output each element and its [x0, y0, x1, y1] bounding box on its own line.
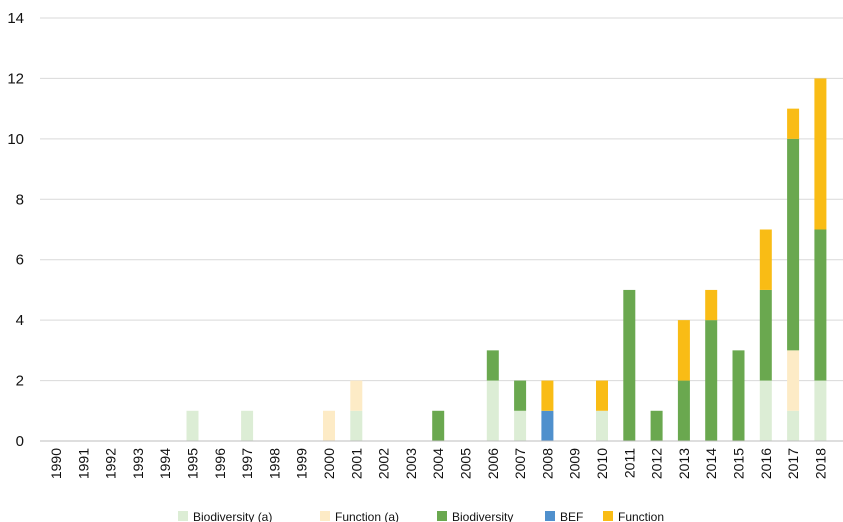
bar-segment	[541, 410, 554, 441]
x-tick-label: 2012	[649, 448, 665, 479]
x-tick-label: 2014	[703, 448, 719, 479]
y-tick-label: 14	[7, 10, 24, 27]
legend-swatch	[178, 511, 188, 521]
y-tick-label: 0	[16, 433, 24, 450]
legend-swatch	[545, 511, 555, 521]
x-tick-label: 2011	[621, 448, 637, 478]
bar-segment	[596, 410, 608, 441]
x-tick-label: 2001	[348, 448, 364, 479]
x-tick-label: 2007	[512, 448, 528, 479]
bar-segment	[350, 380, 363, 411]
x-tick-label: 2018	[812, 448, 828, 479]
bar-segment	[514, 380, 527, 411]
legend-label: Function	[618, 510, 664, 522]
bar-segment	[323, 410, 335, 441]
bars	[186, 78, 827, 441]
x-tick-label: 1992	[103, 448, 119, 479]
x-tick-label: 1990	[48, 448, 64, 479]
x-tick-label: 2005	[458, 448, 474, 479]
x-tick-label: 2017	[785, 448, 801, 479]
legend-swatch	[603, 511, 613, 521]
bar-segment	[814, 229, 827, 381]
bar-segment	[650, 410, 663, 441]
bar-segment	[623, 289, 636, 441]
y-tick-label: 12	[7, 70, 24, 87]
bar-segment	[350, 410, 363, 441]
x-tick-label: 1995	[185, 448, 201, 479]
bar-segment	[787, 350, 800, 411]
bar-segment	[787, 410, 800, 441]
bar-segment	[705, 289, 718, 321]
x-tick-label: 2013	[676, 448, 692, 479]
x-tick-label: 2004	[430, 448, 446, 479]
y-tick-label: 8	[16, 191, 24, 208]
legend-swatch	[437, 511, 447, 521]
x-tick-label: 2002	[376, 448, 392, 479]
bar-segment	[759, 380, 772, 441]
x-tick-label: 1999	[294, 448, 310, 479]
bar-segment	[732, 350, 745, 441]
legend-swatch	[320, 511, 330, 521]
bar-segment	[486, 380, 499, 441]
bar-segment	[787, 138, 800, 351]
x-tick-label: 1991	[75, 448, 91, 479]
bar-segment	[814, 380, 827, 441]
y-tick-label: 10	[7, 131, 24, 148]
bar-segment	[241, 410, 254, 441]
bar-segment	[596, 380, 608, 411]
bar-segment	[759, 229, 772, 290]
bar-segment	[677, 380, 690, 441]
bar-segment	[432, 410, 445, 441]
bar-segment	[677, 320, 690, 381]
y-tick-label: 6	[16, 252, 24, 269]
y-tick-label: 4	[16, 312, 24, 329]
x-tick-label: 1997	[239, 448, 255, 479]
y-tick-labels: 0 2 4 6 8 10 12 14	[7, 10, 24, 450]
y-tick-label: 2	[16, 373, 24, 390]
legend-label: Biodiversity (a)	[193, 510, 272, 522]
bar-segment	[814, 78, 827, 230]
x-tick-label: 2016	[758, 448, 774, 479]
x-tick-label: 1993	[130, 448, 146, 479]
bar-segment	[186, 410, 199, 441]
x-tick-label: 1994	[157, 448, 173, 479]
bar-segment	[705, 320, 718, 441]
bar-segment	[541, 380, 554, 411]
bar-segment	[486, 350, 499, 381]
bar-segment	[514, 410, 527, 441]
x-tick-label: 2015	[731, 448, 747, 479]
x-tick-label: 2010	[594, 448, 610, 479]
x-tick-label: 2003	[403, 448, 419, 479]
x-tick-label: 2000	[321, 448, 337, 479]
x-tick-label: 2009	[567, 448, 583, 479]
x-tick-label: 1996	[212, 448, 228, 479]
bar-segment	[759, 289, 772, 381]
y-gridlines	[40, 17, 843, 382]
x-tick-labels: 1990 1991 1992 1993 1994 1995 1996 1997 1998 1999…	[48, 448, 828, 479]
x-tick-label: 1998	[266, 448, 282, 479]
legend-label: Function (a)	[335, 510, 399, 522]
legend-label: Biodiversity	[452, 510, 513, 522]
legend-label: BEF	[560, 510, 583, 522]
x-tick-label: 2008	[539, 448, 555, 479]
bar-segment	[787, 108, 800, 139]
legend: Biodiversity (a) Function (a) Biodiversity…	[178, 510, 664, 522]
x-tick-label: 2006	[485, 448, 501, 479]
